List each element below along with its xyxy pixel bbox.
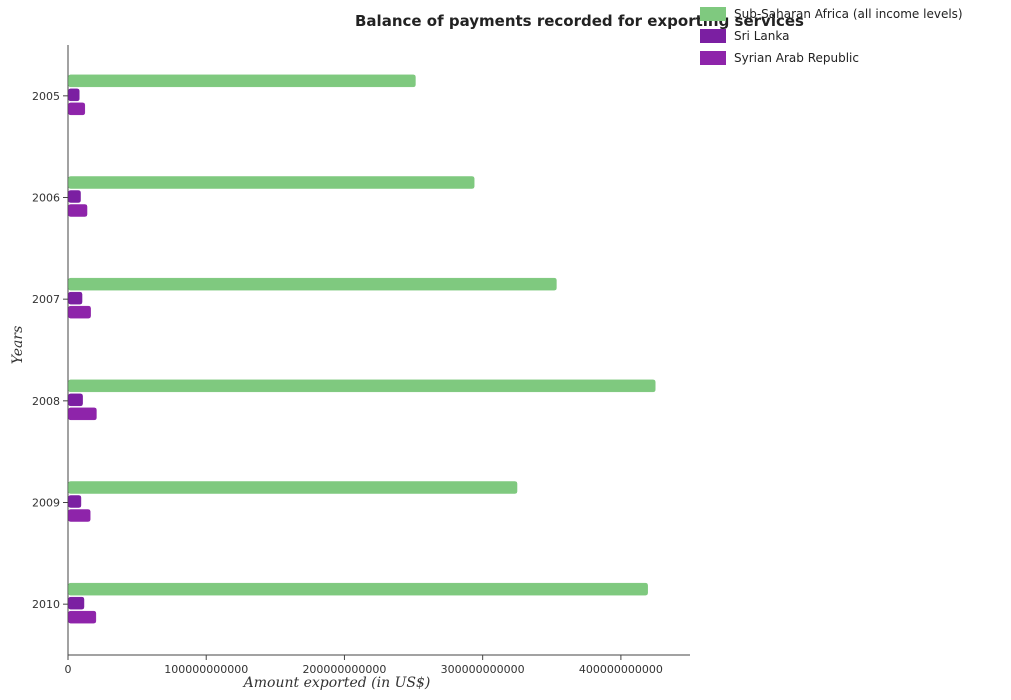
bar-sub-saharan-africa-all-income-levels-2005	[68, 74, 416, 88]
bar-sub-saharan-africa-all-income-levels-2008	[68, 379, 656, 393]
legend-label: Sub-Saharan Africa (all income levels)	[734, 7, 963, 21]
bar-syrian-arab-republic-2008	[68, 407, 97, 421]
x-tick-label: 300000000000	[441, 663, 525, 676]
bar-sub-saharan-africa-all-income-levels-2007	[68, 277, 557, 291]
y-tick-label: 2010	[32, 598, 60, 611]
x-tick-label: 0	[65, 663, 72, 676]
y-tick-label: 2007	[32, 293, 60, 306]
plot-area: 0 100000000000 200000000000 300000000000 400…	[32, 45, 690, 676]
legend: Sub-Saharan Africa (all income levels) Sr…	[700, 7, 963, 65]
legend-label: Syrian Arab Republic	[734, 51, 859, 65]
x-tick-label: 400000000000	[579, 663, 663, 676]
bar-syrian-arab-republic-2007	[68, 305, 91, 319]
y-tick-label: 2009	[32, 497, 60, 510]
bar-sub-saharan-africa-all-income-levels-2006	[68, 176, 475, 189]
bar-sub-saharan-africa-all-income-levels-2009	[68, 481, 518, 494]
bar-sub-saharan-africa-all-income-levels-2010	[68, 582, 648, 596]
y-tick-label: 2005	[32, 90, 60, 103]
legend-swatch	[700, 51, 726, 65]
x-tick-label: 200000000000	[302, 663, 386, 676]
bar-syrian-arab-republic-2010	[68, 610, 97, 624]
bar-sri-lanka-2009	[68, 495, 82, 508]
chart-title: Balance of payments recorded for exporti…	[355, 12, 804, 30]
bar-syrian-arab-republic-2009	[68, 509, 91, 522]
bar-syrian-arab-republic-2006	[68, 204, 88, 217]
bar-sri-lanka-2010	[68, 596, 85, 610]
legend-swatch	[700, 29, 726, 43]
bar-syrian-arab-republic-2005	[68, 102, 86, 116]
x-tick-label: 100000000000	[164, 663, 248, 676]
legend-swatch	[700, 7, 726, 21]
bar-sri-lanka-2005	[68, 88, 80, 102]
y-tick-label: 2006	[32, 192, 60, 205]
legend-label: Sri Lanka	[734, 29, 789, 43]
bar-sri-lanka-2007	[68, 291, 83, 305]
y-tick-label: 2008	[32, 395, 60, 408]
bar-sri-lanka-2008	[68, 393, 83, 407]
y-axis-label: Years	[10, 326, 26, 365]
bar-sri-lanka-2006	[68, 190, 81, 203]
x-axis-label: Amount exported (in US$)	[242, 675, 431, 691]
